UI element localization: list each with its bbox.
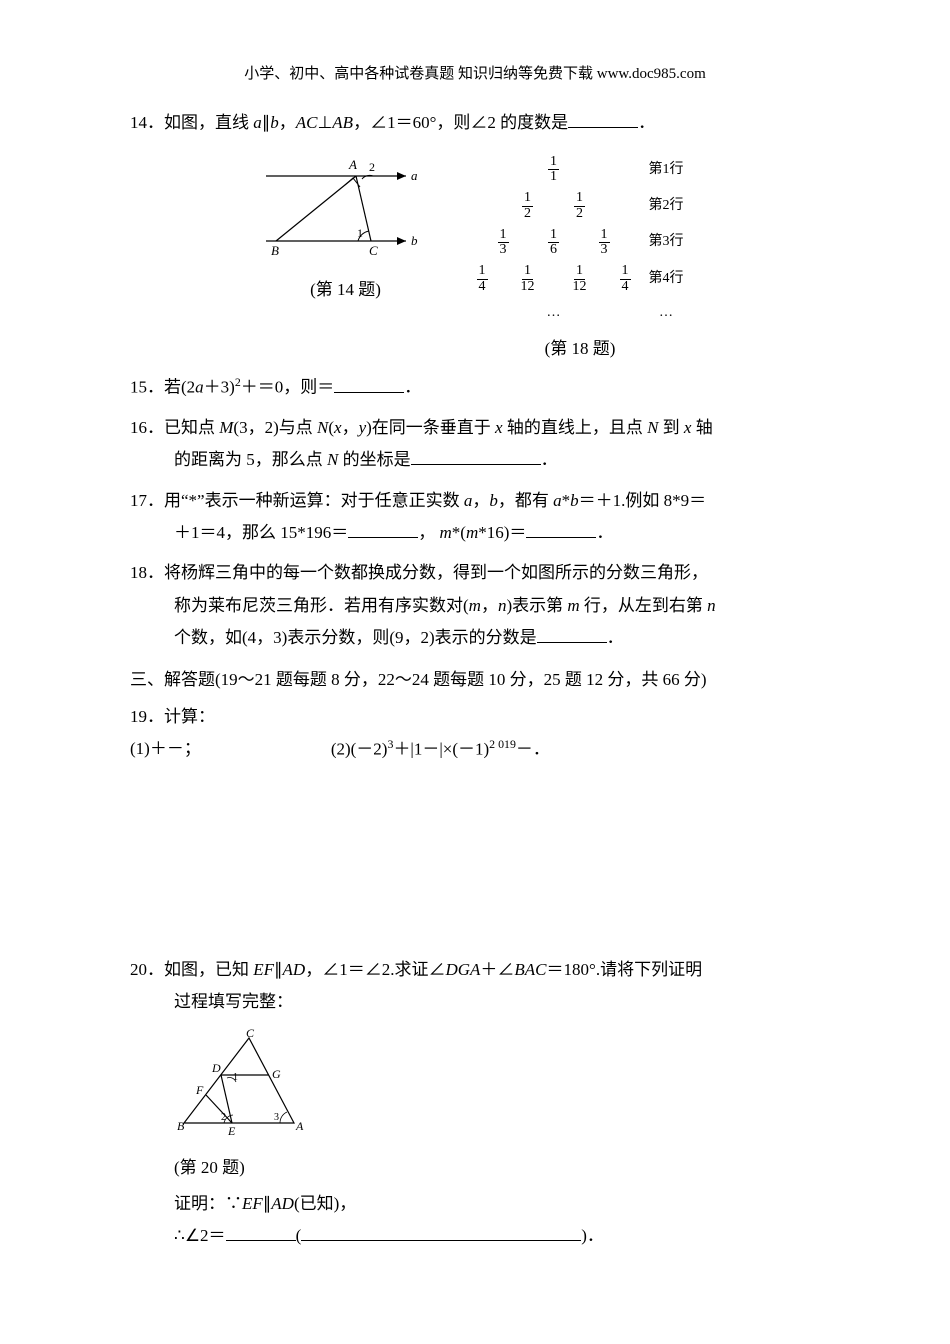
- svg-text:C: C: [369, 243, 378, 258]
- blank: [226, 1223, 296, 1241]
- question-15: 15．若(2a＋3)2＋＝0，则＝．: [130, 371, 820, 404]
- q19-part2: (2)(－2)3＋|1－|×(－1)2 019－．: [331, 733, 550, 766]
- proof-lines: 证明：∵EF∥AD(已知)， ∴∠2＝()．: [130, 1188, 820, 1253]
- svg-text:C: C: [246, 1028, 255, 1040]
- svg-text:2: 2: [369, 160, 375, 174]
- question-17: 17．用“*”表示一种新运算：对于任意正实数 a，b，都有 a*b＝＋1.例如 …: [130, 485, 820, 550]
- svg-text:2: 2: [221, 1112, 226, 1123]
- question-19: 19．计算： (1)＋－； (2)(－2)3＋|1－|×(－1)2 019－．: [130, 701, 820, 766]
- figure-20: C D G F B E A 1 2 3 (第 20 题): [174, 1028, 820, 1184]
- svg-text:B: B: [271, 243, 279, 258]
- question-16: 16．已知点 M(3，2)与点 N(x，y)在同一条垂直于 x 轴的直线上，且点…: [130, 412, 820, 477]
- svg-text:E: E: [227, 1124, 236, 1138]
- figure-20-svg: C D G F B E A 1 2 3: [174, 1028, 314, 1138]
- svg-text:a: a: [411, 168, 418, 183]
- q14-num: 14．: [130, 113, 164, 132]
- svg-text:3: 3: [274, 1112, 279, 1123]
- figure-14: A B C a b 2 1 (第 14 题): [261, 151, 431, 307]
- svg-text:A: A: [295, 1119, 304, 1133]
- section-3-header: 三、解答题(19～21 题每题 8 分，22～24 题每题 10 分，25 题 …: [130, 664, 820, 696]
- blank: [537, 625, 607, 643]
- q19-part1: (1)＋－；: [130, 733, 201, 766]
- figure-14-svg: A B C a b 2 1: [261, 151, 431, 261]
- leibniz-triangle: 11 第1行 12 12 第2行 13 16 13 第3行: [471, 151, 690, 331]
- blank: [334, 375, 404, 393]
- blank: [526, 520, 596, 538]
- svg-text:D: D: [211, 1061, 221, 1075]
- svg-text:B: B: [177, 1119, 185, 1133]
- page-header: 小学、初中、高中各种试卷真题 知识归纳等免费下载 www.doc985.com: [130, 60, 820, 89]
- svg-text:F: F: [195, 1083, 204, 1097]
- workspace: [130, 774, 820, 954]
- blank: [301, 1223, 581, 1241]
- question-20: 20．如图，已知 EF∥AD，∠1＝∠2.求证∠DGA＋∠BAC＝180°.请将…: [130, 954, 820, 1253]
- blank: [568, 110, 638, 128]
- question-18: 18．将杨辉三角中的每一个数都换成分数，得到一个如图所示的分数三角形， 称为莱布…: [130, 557, 820, 654]
- blank: [348, 520, 418, 538]
- fig20-caption: (第 20 题): [174, 1152, 820, 1184]
- fig14-caption: (第 14 题): [261, 274, 431, 306]
- figures-row: A B C a b 2 1 (第 14 题) 11 第1行 12 12 第: [130, 151, 820, 365]
- svg-text:G: G: [272, 1067, 281, 1081]
- svg-text:A: A: [348, 157, 357, 172]
- svg-text:b: b: [411, 233, 418, 248]
- question-14: 14．如图，直线 a∥b，AC⊥AB，∠1＝60°，则∠2 的度数是．: [130, 107, 820, 139]
- fig18-caption: (第 18 题): [471, 333, 690, 365]
- blank: [411, 447, 541, 465]
- svg-text:1: 1: [357, 226, 363, 240]
- figure-18: 11 第1行 12 12 第2行 13 16 13 第3行: [471, 151, 690, 365]
